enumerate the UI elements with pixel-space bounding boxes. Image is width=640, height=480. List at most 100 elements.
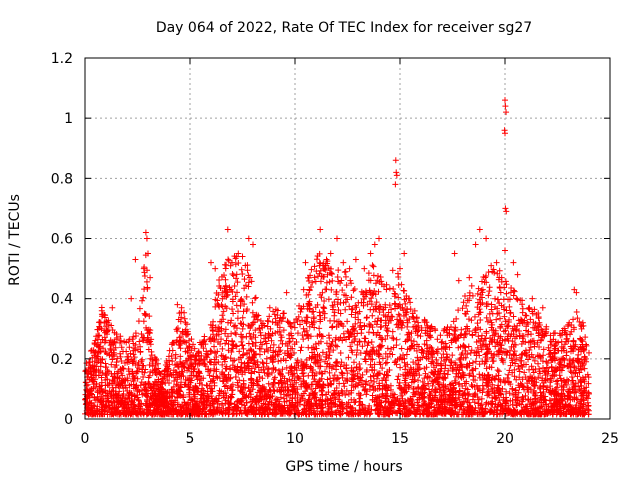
- data-point: [436, 385, 443, 392]
- data-point: [261, 335, 268, 342]
- data-point: [459, 392, 466, 399]
- data-point: [243, 399, 250, 406]
- data-point: [240, 384, 247, 391]
- data-point: [95, 348, 102, 355]
- data-point: [186, 386, 193, 393]
- data-point: [404, 337, 411, 344]
- data-point: [382, 403, 389, 410]
- data-point: [481, 279, 488, 286]
- data-point: [535, 353, 542, 360]
- data-point: [530, 369, 537, 376]
- data-point: [577, 366, 584, 373]
- data-point: [252, 327, 259, 334]
- data-point: [522, 312, 529, 319]
- data-point: [256, 351, 263, 358]
- data-point: [567, 368, 574, 375]
- data-point: [166, 357, 173, 364]
- data-point: [291, 324, 298, 331]
- data-point: [217, 341, 224, 348]
- data-point: [479, 409, 486, 416]
- data-point: [425, 351, 432, 358]
- data-point: [188, 408, 195, 415]
- data-point: [274, 351, 281, 358]
- data-point: [357, 319, 364, 326]
- data-point: [113, 359, 120, 366]
- data-point: [321, 305, 328, 312]
- data-point: [169, 358, 176, 365]
- data-point: [527, 338, 534, 345]
- data-point: [222, 330, 229, 337]
- data-point: [326, 334, 333, 341]
- data-point: [408, 366, 415, 373]
- data-point: [185, 383, 192, 390]
- data-point: [337, 349, 344, 356]
- data-point: [411, 410, 418, 417]
- data-point: [495, 392, 502, 399]
- data-point: [347, 277, 354, 284]
- data-point: [403, 410, 410, 417]
- data-point: [218, 327, 225, 334]
- data-point: [273, 400, 280, 407]
- data-point: [118, 379, 125, 386]
- data-point: [398, 281, 405, 288]
- data-point: [460, 334, 467, 341]
- data-point: [155, 383, 162, 390]
- data-point: [201, 411, 208, 418]
- data-point: [335, 306, 342, 313]
- data-point: [379, 386, 386, 393]
- data-point: [429, 394, 436, 401]
- data-point: [135, 396, 142, 403]
- data-point: [134, 388, 141, 395]
- data-point: [278, 387, 285, 394]
- data-point: [150, 400, 157, 407]
- data-point: [139, 356, 146, 363]
- data-point: [308, 266, 315, 273]
- data-point: [487, 409, 494, 416]
- data-point: [237, 320, 244, 327]
- data-point: [458, 363, 465, 370]
- data-point: [384, 332, 391, 339]
- data-point: [138, 330, 145, 337]
- data-point: [166, 347, 173, 354]
- data-point: [322, 391, 329, 398]
- data-point: [115, 396, 122, 403]
- data-point: [370, 272, 377, 279]
- data-point: [323, 340, 330, 347]
- data-point: [158, 378, 165, 385]
- data-point: [382, 336, 389, 343]
- data-point: [117, 333, 124, 340]
- data-point: [459, 350, 466, 357]
- data-point: [516, 368, 523, 375]
- data-point: [393, 361, 400, 368]
- data-point: [105, 317, 112, 324]
- data-point: [367, 306, 374, 313]
- data-point: [441, 403, 448, 410]
- data-point: [352, 309, 359, 316]
- data-point: [404, 306, 411, 313]
- data-point: [300, 325, 307, 332]
- data-point: [388, 346, 395, 353]
- data-point: [249, 340, 256, 347]
- data-point: [174, 393, 181, 400]
- data-point: [318, 294, 325, 301]
- data-point: [264, 370, 271, 377]
- data-point: [349, 331, 356, 338]
- data-point: [496, 267, 503, 274]
- data-point: [557, 332, 564, 339]
- data-point: [484, 392, 491, 399]
- data-point: [218, 370, 225, 377]
- data-point: [418, 324, 425, 331]
- data-point: [343, 282, 350, 289]
- data-point: [394, 324, 401, 331]
- data-point: [141, 310, 148, 317]
- data-point: [107, 392, 114, 399]
- data-point: [313, 358, 320, 365]
- data-point: [207, 402, 214, 409]
- data-point: [482, 358, 489, 365]
- data-point: [547, 397, 554, 404]
- data-point: [473, 382, 480, 389]
- data-point: [339, 374, 346, 381]
- data-point: [247, 404, 254, 411]
- data-point: [411, 376, 418, 383]
- data-point: [565, 338, 572, 345]
